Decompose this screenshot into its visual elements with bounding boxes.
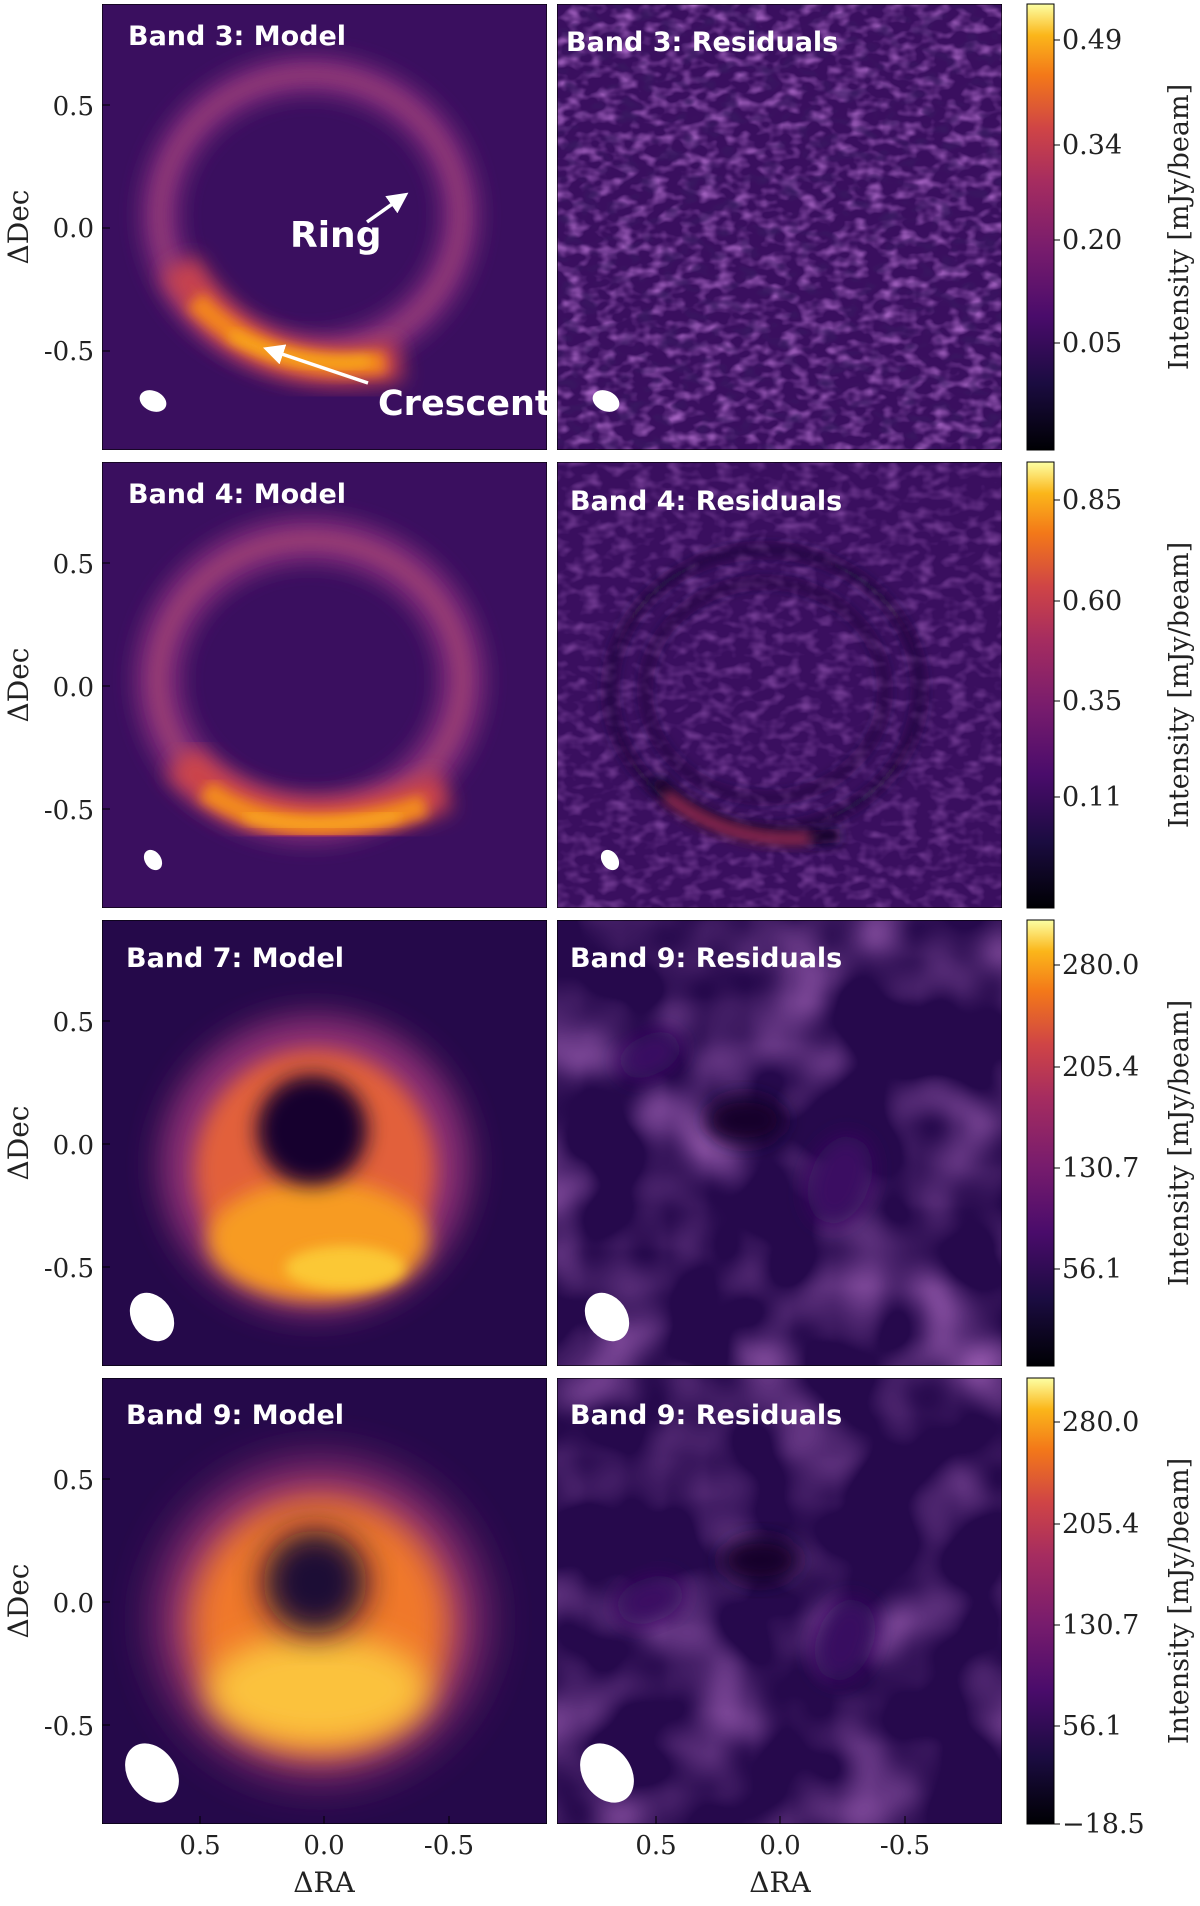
beam-ellipse-band9-model bbox=[125, 1743, 179, 1803]
panel-title-band4-residuals: Band 4: Residuals bbox=[570, 486, 842, 517]
y-tick-label: 0.0 bbox=[53, 673, 94, 703]
crescent-annotation: Crescent bbox=[378, 384, 552, 424]
colorbar-tick: 0.49 bbox=[1062, 25, 1122, 56]
y-axes: 0.5 0.0 -0.5 ΔDec 0.5 0.0 -0.5 ΔDec 0.5 … bbox=[2, 92, 110, 1742]
panel-title-band9-residuals: Band 9: Residuals bbox=[570, 1400, 842, 1431]
y-tick-label: 0.5 bbox=[53, 1008, 94, 1038]
colorbar-row3: 280.0 205.4 130.7 56.1 Intensity [mJy/be… bbox=[1026, 919, 1195, 1367]
colorbar-tick: 0.11 bbox=[1062, 782, 1122, 813]
panel-band3-residuals bbox=[557, 4, 1002, 450]
y-tick-label: 0.0 bbox=[53, 1131, 94, 1161]
beam-ellipse-band4-model bbox=[143, 849, 163, 871]
y-tick-label: 0.5 bbox=[53, 1466, 94, 1496]
panel-title-band3-residuals: Band 3: Residuals bbox=[566, 27, 838, 58]
row-band9: Band 9: Model Band 9: Residuals bbox=[102, 1378, 1002, 1824]
beam-ellipse-band9-residuals-row3 bbox=[584, 1292, 630, 1342]
panel-title-band9-model: Band 9: Model bbox=[126, 1400, 344, 1431]
x-axis-label: ΔRA bbox=[293, 1866, 355, 1899]
beam-ellipse-band9-residuals bbox=[580, 1743, 634, 1803]
ring-arrow bbox=[365, 192, 409, 224]
y-tick-label: -0.5 bbox=[44, 1254, 94, 1284]
row-band4: Band 4: Model Band 4: Residuals bbox=[102, 462, 1002, 908]
colorbar-tick: 56.1 bbox=[1062, 1711, 1122, 1742]
y-tick-label: -0.5 bbox=[44, 1712, 94, 1742]
x-tick-label: -0.5 bbox=[424, 1831, 474, 1861]
colorbar-tick: 56.1 bbox=[1062, 1254, 1122, 1285]
x-tick-label: 0.0 bbox=[759, 1831, 800, 1861]
colorbar-row4: 280.0 205.4 130.7 56.1 −18.5 Intensity [… bbox=[1026, 1377, 1195, 1840]
panel-title-band7-model: Band 7: Model bbox=[126, 943, 344, 974]
panel-band4-model bbox=[102, 462, 547, 908]
panel-band9-residuals-row3 bbox=[557, 920, 1002, 1366]
row-band7: Band 7: Model Band 9: Residuals bbox=[102, 920, 1002, 1366]
beam-ellipse-band7-model bbox=[129, 1292, 175, 1342]
y-axis-label: ΔDec bbox=[2, 190, 35, 265]
colorbar-label: Intensity [mJy/beam] bbox=[1164, 1458, 1195, 1744]
colorbar-tick: 130.7 bbox=[1062, 1610, 1139, 1641]
y-axis-label: ΔDec bbox=[2, 648, 35, 723]
colorbar-tick: 205.4 bbox=[1062, 1509, 1139, 1540]
panel-band3-model bbox=[102, 4, 547, 450]
colorbar-tick: 205.4 bbox=[1062, 1052, 1139, 1083]
colorbar-tick: 0.85 bbox=[1062, 485, 1122, 516]
beam-ellipse-band4-residuals bbox=[600, 849, 620, 871]
x-axes: 0.5 0.0 -0.5 ΔRA 0.5 0.0 -0.5 ΔRA bbox=[179, 1816, 930, 1899]
colorbar-tick: 130.7 bbox=[1062, 1153, 1139, 1184]
x-tick-label: 0.0 bbox=[303, 1831, 344, 1861]
y-tick-label: 0.5 bbox=[53, 92, 94, 122]
y-tick-label: 0.0 bbox=[53, 214, 94, 244]
colorbar-tick: 280.0 bbox=[1062, 1407, 1139, 1438]
beam-ellipse-band3-model bbox=[139, 390, 167, 412]
y-axis-label: ΔDec bbox=[2, 1564, 35, 1639]
colorbar-tick: 0.20 bbox=[1062, 225, 1122, 256]
panel-band7-model bbox=[102, 920, 547, 1366]
y-axis-label: ΔDec bbox=[2, 1106, 35, 1181]
crescent-arrow bbox=[263, 344, 369, 385]
colorbar-tick: 280.0 bbox=[1062, 950, 1139, 981]
row-band3: Band 3: Model Ring Crescent Band 3: Resi… bbox=[102, 4, 1002, 450]
colorbar-tick: 0.34 bbox=[1062, 130, 1122, 161]
colorbar-row2: 0.85 0.60 0.35 0.11 Intensity [mJy/beam] bbox=[1026, 461, 1195, 909]
colorbar-label: Intensity [mJy/beam] bbox=[1164, 1000, 1195, 1286]
y-tick-label: -0.5 bbox=[44, 796, 94, 826]
colorbar-row1: 0.49 0.34 0.20 0.05 Intensity [mJy/beam] bbox=[1026, 3, 1195, 451]
colorbar-label: Intensity [mJy/beam] bbox=[1164, 84, 1195, 370]
colorbar-label: Intensity [mJy/beam] bbox=[1164, 542, 1195, 828]
panel-title-band9-residuals-row3: Band 9: Residuals bbox=[570, 943, 842, 974]
colorbar-tick: −18.5 bbox=[1062, 1809, 1145, 1840]
x-tick-label: -0.5 bbox=[880, 1831, 930, 1861]
colorbar-tick: 0.35 bbox=[1062, 686, 1122, 717]
panel-band9-model bbox=[102, 1378, 547, 1824]
y-tick-label: -0.5 bbox=[44, 337, 94, 367]
colorbar-tick: 0.05 bbox=[1062, 328, 1122, 359]
y-tick-label: 0.5 bbox=[53, 550, 94, 580]
x-tick-label: 0.5 bbox=[179, 1831, 220, 1861]
panel-band4-residuals bbox=[557, 462, 1002, 908]
panel-title-band3-model: Band 3: Model bbox=[128, 21, 346, 52]
colorbar-tick: 0.60 bbox=[1062, 586, 1122, 617]
panel-band9-residuals bbox=[557, 1378, 1002, 1824]
beam-ellipse-band3-residuals bbox=[592, 390, 620, 412]
x-axis-label: ΔRA bbox=[749, 1866, 811, 1899]
panel-title-band4-model: Band 4: Model bbox=[128, 479, 346, 510]
ring-annotation: Ring bbox=[290, 215, 381, 256]
y-tick-label: 0.0 bbox=[53, 1589, 94, 1619]
x-tick-label: 0.5 bbox=[635, 1831, 676, 1861]
